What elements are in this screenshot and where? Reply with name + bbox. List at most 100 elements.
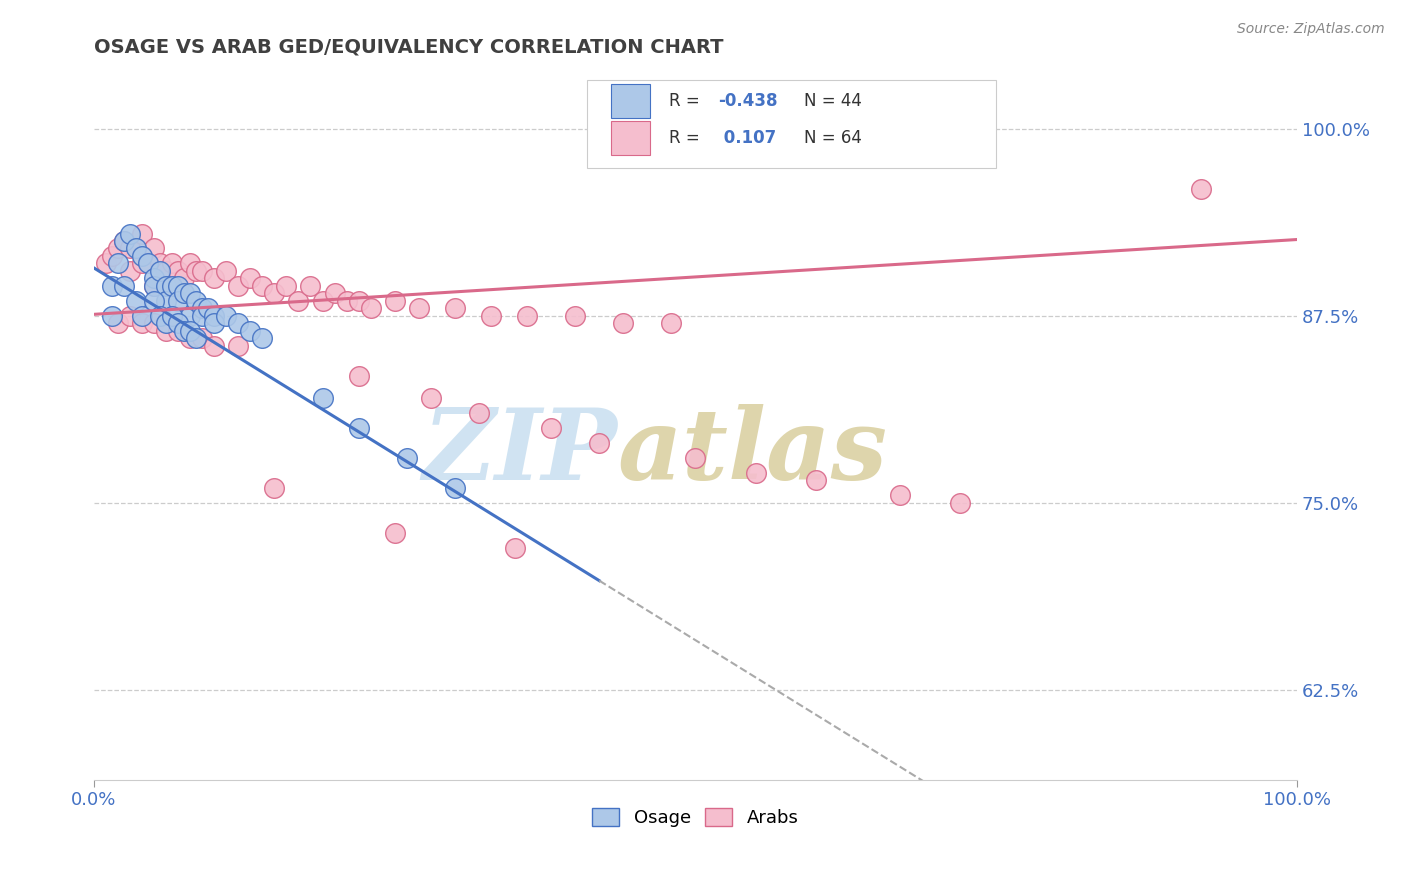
Point [179,324,201,338]
Text: atlas: atlas [617,404,887,501]
Point [191,264,214,278]
Legend: Osage, Arabs: Osage, Arabs [585,801,806,835]
Point [149,256,172,270]
Point [744,466,766,480]
Point [384,525,406,540]
Point [179,286,201,301]
Point [186,331,208,345]
Point [118,309,141,323]
Point [468,406,491,420]
Point [299,279,322,293]
Point [155,316,177,330]
Point [202,339,225,353]
Point [101,249,124,263]
Point [155,324,177,338]
Point [215,309,238,323]
Point [276,279,298,293]
Point [444,481,467,495]
Point [179,256,201,270]
Point [143,279,166,293]
Point [347,368,370,383]
Point [101,309,124,323]
Point [226,316,249,330]
Point [131,256,153,270]
Point [336,293,359,308]
Point [408,301,430,316]
Point [173,286,195,301]
Text: R =: R = [669,92,704,111]
Point [197,301,219,316]
Text: N = 64: N = 64 [804,129,862,147]
Point [155,293,177,308]
Point [125,242,148,256]
Point [155,279,177,293]
Point [347,421,370,435]
Point [889,488,911,502]
Point [143,242,166,256]
Point [191,309,214,323]
Point [160,256,183,270]
Point [143,316,166,330]
Text: OSAGE VS ARAB GED/EQUIVALENCY CORRELATION CHART: OSAGE VS ARAB GED/EQUIVALENCY CORRELATIO… [94,37,724,56]
Point [94,256,117,270]
Point [179,309,201,323]
Text: Source: ZipAtlas.com: Source: ZipAtlas.com [1237,22,1385,37]
Point [125,293,148,308]
Point [186,264,208,278]
Point [107,256,129,270]
Point [239,324,262,338]
Point [252,331,274,345]
Point [149,309,172,323]
Text: -0.438: -0.438 [718,92,778,111]
Point [311,293,333,308]
Point [173,271,195,285]
Point [202,271,225,285]
Point [252,279,274,293]
Point [167,264,190,278]
Text: R =: R = [669,129,704,147]
Point [444,301,467,316]
Text: ZIP: ZIP [422,404,617,501]
Point [226,279,249,293]
Point [191,301,214,316]
Point [395,450,418,465]
Point [143,293,166,308]
Point [479,309,502,323]
Point [360,301,382,316]
Point [118,264,141,278]
Point [112,234,135,248]
Point [191,331,214,345]
Point [143,271,166,285]
Point [112,234,135,248]
FancyBboxPatch shape [588,79,997,169]
Point [101,279,124,293]
Point [226,339,249,353]
Point [112,279,135,293]
Point [179,331,201,345]
Point [131,316,153,330]
Point [540,421,562,435]
Point [149,264,172,278]
Point [1189,181,1212,195]
Point [949,496,972,510]
Point [564,309,586,323]
Point [118,242,141,256]
Point [186,293,208,308]
Point [202,316,225,330]
Point [136,256,159,270]
Point [384,293,406,308]
Point [131,309,153,323]
Point [503,541,526,555]
Point [685,450,707,465]
Point [107,242,129,256]
Text: N = 44: N = 44 [804,92,862,111]
Point [131,227,153,241]
Point [215,264,238,278]
Point [661,316,683,330]
Point [263,286,285,301]
Point [160,279,183,293]
FancyBboxPatch shape [612,121,650,155]
Point [612,316,634,330]
Point [143,279,166,293]
Point [311,391,333,405]
